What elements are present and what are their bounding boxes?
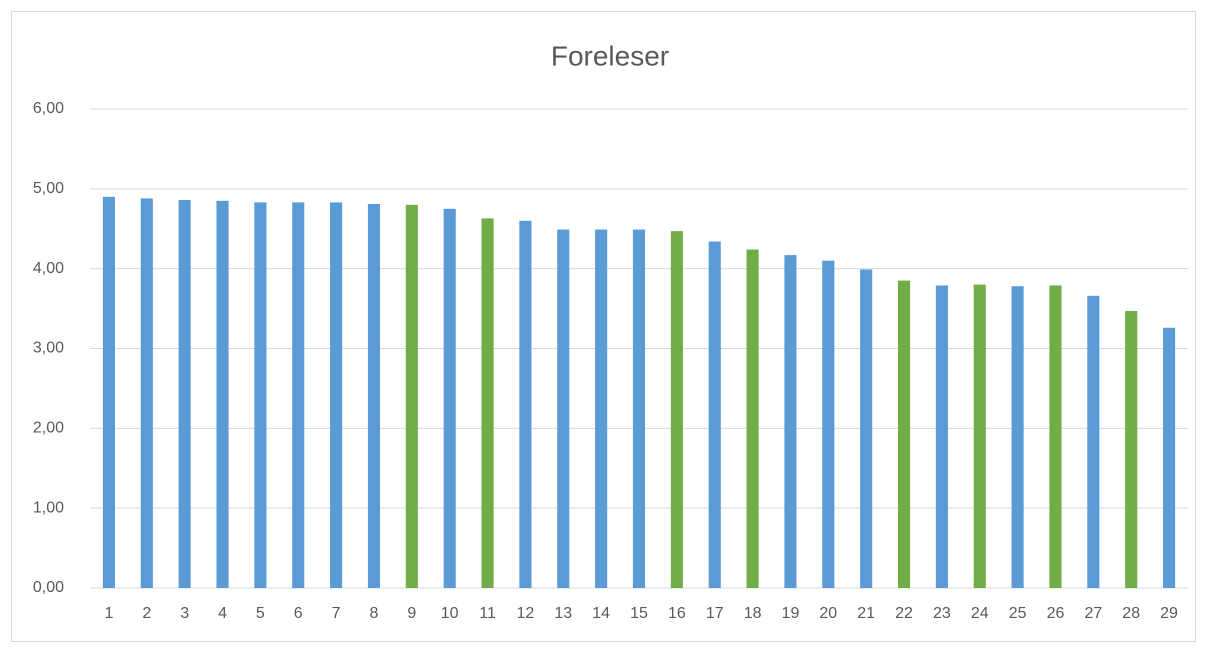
bar [935,285,948,588]
bar [595,229,608,588]
y-tick-label: 4,00 [33,260,64,277]
x-tick-label: 24 [971,605,989,622]
x-tick-label: 1 [104,605,113,622]
x-tick-label: 3 [180,605,189,622]
x-tick-label: 19 [782,605,800,622]
x-tick-label: 12 [517,605,535,622]
bar [784,255,797,588]
x-tick-label: 18 [744,605,762,622]
x-tick-label: 28 [1122,605,1140,622]
bar [973,284,986,588]
x-tick-label: 25 [1009,605,1027,622]
y-tick-label: 6,00 [33,100,64,117]
x-tick-label: 16 [668,605,686,622]
bar [140,198,153,588]
bar [708,241,721,589]
bar [367,204,381,589]
bar [1125,310,1138,588]
bar [1163,327,1176,588]
bar [178,200,191,588]
x-tick-label: 27 [1084,605,1102,622]
x-tick-label: 4 [218,605,227,622]
x-tick-label: 14 [592,605,610,622]
bar [557,229,570,588]
bar [632,229,646,588]
x-tick-label: 6 [294,605,303,622]
y-tick-label: 2,00 [33,420,64,437]
bar [330,202,343,588]
x-tick-label: 7 [332,605,341,622]
bar [1087,295,1100,588]
x-tick-label: 21 [857,605,875,622]
y-tick-label: 3,00 [33,340,64,357]
x-tick-label: 23 [933,605,951,622]
x-tick-label: 13 [554,605,572,622]
bar [670,231,683,588]
x-tick-label: 17 [706,605,724,622]
x-tick-label: 26 [1047,605,1065,622]
x-tick-label: 29 [1160,605,1178,622]
x-tick-label: 5 [256,605,265,622]
x-tick-label: 8 [370,605,379,622]
bar [1011,286,1024,588]
bar [443,208,456,588]
x-tick-label: 22 [895,605,913,622]
x-tick-label: 2 [142,605,151,622]
x-tick-label: 10 [441,605,459,622]
bar [519,220,532,588]
x-tick-label: 15 [630,605,648,622]
bar [822,260,835,588]
y-tick-label: 1,00 [33,499,64,516]
bar [481,218,494,588]
x-tick-label: 20 [819,605,837,622]
x-tick-label: 9 [407,605,416,622]
y-tick-label: 5,00 [33,180,64,197]
bar [746,249,759,589]
bar [1049,285,1062,588]
bar [897,280,911,588]
bar [254,202,267,588]
bar [102,196,115,589]
bar [216,200,229,588]
y-tick-label: 0,00 [33,579,64,596]
bar [405,204,418,589]
x-tick-label: 11 [479,605,496,622]
bar [292,202,305,588]
chart-title: Foreleser [551,40,669,71]
bar [860,269,873,588]
